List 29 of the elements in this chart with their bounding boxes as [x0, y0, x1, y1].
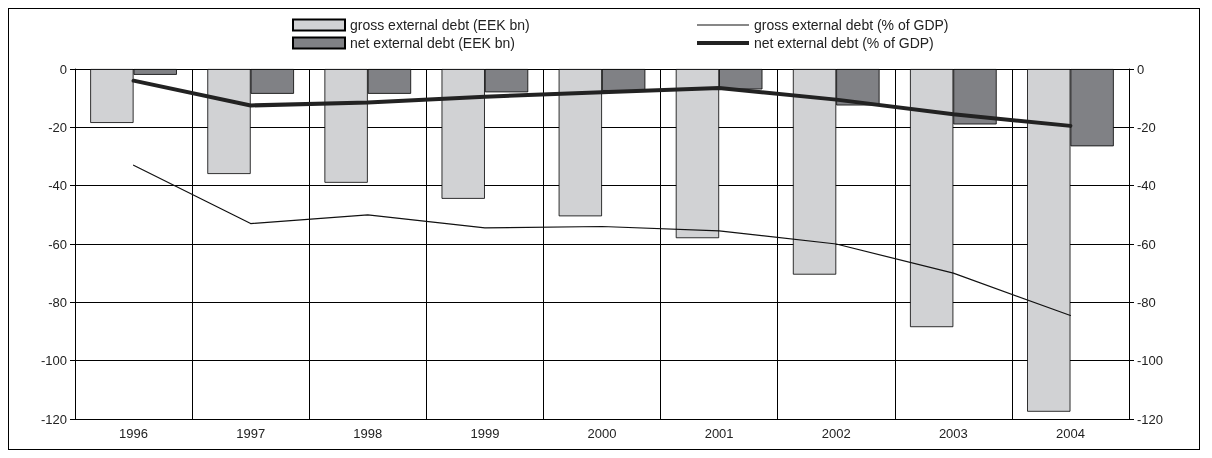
x-tick-label: 2003 — [938, 426, 968, 441]
y-tick-label: -120 — [40, 411, 67, 427]
y-tick-label: -60 — [48, 236, 67, 252]
line-series — [132, 164, 1072, 317]
x-tick-label: 1996 — [119, 426, 149, 441]
legend-label: net external debt (EEK bn) — [350, 35, 515, 51]
legend-label: gross external debt (EEK bn) — [350, 17, 530, 33]
legend-label: net external debt (% of GDP) — [754, 35, 934, 51]
line-series — [131, 78, 1073, 128]
x-tick-label: 1997 — [236, 426, 266, 441]
y2-tick-label: -20 — [1137, 119, 1156, 135]
y-tick-label: -80 — [48, 294, 67, 310]
y2-tick-label: -40 — [1137, 178, 1156, 194]
y2-tick-label: -80 — [1137, 294, 1156, 310]
y2-tick-label: -120 — [1137, 411, 1164, 427]
y2-tick-label: -100 — [1137, 353, 1164, 369]
legend-label: gross external debt (% of GDP) — [754, 17, 949, 33]
x-tick-label: 2001 — [704, 426, 734, 441]
y-tick-label: -40 — [48, 178, 67, 194]
x-tick-label: 2000 — [587, 426, 617, 441]
y2-tick-label: 0 — [1137, 61, 1145, 77]
x-tick-label: 2004 — [1055, 426, 1085, 441]
y-tick-label: -20 — [48, 119, 67, 135]
x-tick-label: 2002 — [821, 426, 851, 441]
y-tick-label: 0 — [59, 61, 67, 77]
x-tick-label: 1998 — [353, 426, 383, 441]
y2-tick-label: -60 — [1137, 236, 1156, 252]
x-tick-label: 1999 — [470, 426, 500, 441]
y-tick-label: -100 — [40, 353, 67, 369]
